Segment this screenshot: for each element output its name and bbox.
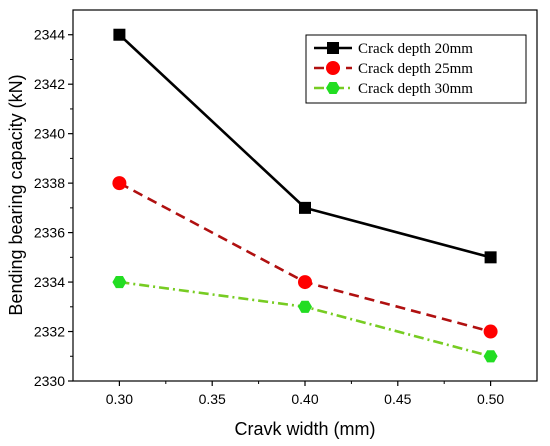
legend-box bbox=[305, 34, 527, 104]
legend-marker bbox=[326, 81, 340, 95]
data-point bbox=[112, 176, 127, 191]
x-tick-label: 0.45 bbox=[384, 391, 411, 407]
data-point bbox=[298, 300, 312, 313]
data-point bbox=[484, 251, 497, 264]
series-2 bbox=[112, 176, 498, 339]
y-tick-label: 2340 bbox=[34, 126, 65, 142]
data-point bbox=[113, 28, 126, 41]
data-point bbox=[483, 324, 498, 339]
y-tick-label: 2334 bbox=[34, 274, 65, 290]
data-point bbox=[299, 201, 311, 214]
x-tick-label: 0.35 bbox=[199, 391, 226, 407]
y-tick-label: 2332 bbox=[34, 324, 65, 340]
x-tick-label: 0.30 bbox=[106, 391, 133, 407]
legend-label: Crack depth 20mm bbox=[358, 41, 473, 57]
legend-item: Crack depth 25mm bbox=[314, 61, 473, 77]
y-tick-label: 2342 bbox=[34, 76, 65, 92]
data-point bbox=[483, 350, 498, 363]
series-line bbox=[119, 280, 491, 358]
data-point bbox=[298, 275, 312, 290]
y-axis-title: Bending bearing capacity (kN) bbox=[6, 74, 26, 315]
x-tick-label: 0.40 bbox=[291, 391, 318, 407]
legend-label: Crack depth 25mm bbox=[358, 61, 473, 77]
y-tick-label: 2338 bbox=[34, 175, 65, 191]
data-point bbox=[112, 276, 127, 289]
series-1 bbox=[113, 28, 497, 264]
x-tick-label: 0.50 bbox=[477, 391, 504, 407]
y-tick-label: 2336 bbox=[34, 225, 65, 241]
legend-item: Crack depth 30mm bbox=[314, 81, 473, 97]
y-tick-label: 2344 bbox=[34, 27, 65, 43]
legend-marker bbox=[327, 42, 339, 54]
x-axis-title: Cravk width (mm) bbox=[234, 419, 375, 439]
legend-label: Crack depth 30mm bbox=[358, 81, 473, 97]
series-3 bbox=[112, 276, 498, 363]
legend-item: Crack depth 20mm bbox=[314, 41, 473, 57]
legend-marker bbox=[326, 61, 340, 75]
y-tick-label: 2330 bbox=[34, 373, 65, 389]
